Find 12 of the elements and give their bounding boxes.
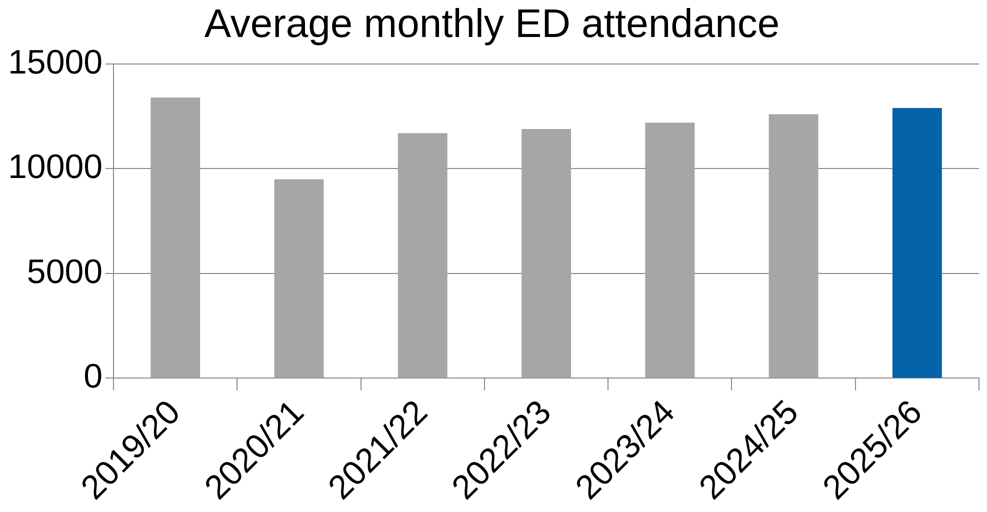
bar <box>768 114 818 378</box>
bar <box>645 122 695 378</box>
bar <box>398 133 448 378</box>
bar <box>522 128 571 378</box>
bar <box>274 179 324 378</box>
bar <box>892 108 942 378</box>
y-tick-label: 0 <box>84 358 103 396</box>
y-tick-label: 5000 <box>26 252 103 291</box>
y-tick-label: 10000 <box>8 148 103 186</box>
y-tick-label: 15000 <box>8 43 103 82</box>
bar <box>150 98 200 378</box>
chart-title: Average monthly ED attendance <box>204 2 780 46</box>
